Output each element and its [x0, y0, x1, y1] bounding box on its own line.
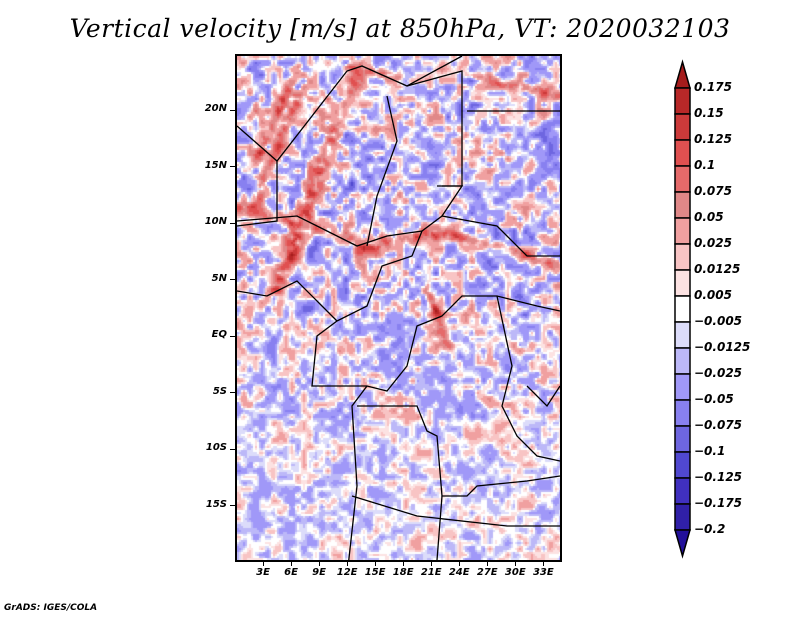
colorbar-label: −0.0125	[694, 340, 751, 354]
x-tick	[514, 562, 516, 566]
x-tick	[318, 562, 320, 566]
colorbar-swatch	[674, 477, 691, 505]
boundary-line	[237, 161, 278, 227]
y-tick-label: 5N	[211, 272, 227, 284]
y-tick-label: 5S	[212, 385, 227, 397]
map-plot-area	[235, 54, 562, 562]
boundary-line	[336, 230, 423, 322]
x-tick-label: 27E	[476, 567, 498, 578]
y-tick-label: 10S	[205, 442, 227, 454]
x-tick	[290, 562, 292, 566]
x-tick-label: 9E	[312, 567, 326, 578]
colorbar-swatch	[674, 347, 691, 375]
colorbar-label: 0.05	[694, 210, 724, 224]
colorbar-label: −0.125	[694, 470, 743, 484]
colorbar-label: 0.0125	[694, 262, 741, 276]
boundary-line	[348, 385, 368, 560]
y-tick-label: 15S	[205, 498, 227, 510]
x-tick	[542, 562, 544, 566]
colorbar-swatch	[674, 139, 691, 167]
colorbar-swatch	[674, 451, 691, 479]
colorbar-swatch	[674, 295, 691, 323]
colorbar-swatch	[674, 165, 691, 193]
colorbar-swatch	[674, 503, 691, 531]
colorbar-label: 0.15	[694, 106, 724, 120]
colorbar-label: 0.125	[694, 132, 732, 146]
y-tick	[230, 109, 235, 111]
boundary-line	[526, 385, 560, 408]
colorbar-label: 0.025	[694, 236, 732, 250]
colorbar-swatch	[674, 425, 691, 453]
x-tick	[430, 562, 432, 566]
y-tick	[230, 392, 235, 394]
colorbar-swatch	[674, 373, 691, 401]
colorbar-label: −0.2	[694, 522, 726, 536]
boundary-line	[237, 56, 463, 162]
boundary-line	[351, 495, 560, 527]
country-boundaries	[237, 56, 560, 560]
colorbar-swatch	[674, 217, 691, 245]
velocity-field	[237, 56, 560, 560]
x-tick-label: 18E	[392, 567, 414, 578]
y-tick	[230, 448, 235, 450]
boundary-line	[237, 185, 464, 247]
colorbar-arrow-max	[674, 59, 691, 89]
colorbar-label: −0.075	[694, 418, 743, 432]
colorbar-swatch	[674, 191, 691, 219]
x-tick-label: 21E	[420, 567, 442, 578]
boundary-line	[366, 95, 398, 247]
x-tick	[262, 562, 264, 566]
colorbar-label: −0.175	[694, 496, 743, 510]
colorbar	[660, 55, 700, 569]
colorbar-arrow-min	[674, 529, 691, 559]
boundary-line	[311, 295, 560, 392]
x-tick-label: 30E	[504, 567, 526, 578]
x-tick	[458, 562, 460, 566]
colorbar-swatches	[674, 59, 691, 559]
colorbar-swatch	[674, 321, 691, 349]
y-tick	[230, 166, 235, 168]
colorbar-label: −0.05	[694, 392, 734, 406]
x-tick-label: 6E	[284, 567, 298, 578]
x-tick	[402, 562, 404, 566]
boundary-line	[436, 495, 443, 560]
x-tick-label: 33E	[532, 567, 554, 578]
x-tick	[486, 562, 488, 566]
y-tick	[230, 505, 235, 507]
y-tick-label: 10N	[204, 216, 227, 228]
colorbar-label: 0.175	[694, 80, 732, 94]
boundary-line	[237, 280, 338, 322]
colorbar-label: −0.025	[694, 366, 743, 380]
y-tick-label: 15N	[204, 159, 227, 171]
colorbar-swatch	[674, 243, 691, 271]
x-tick	[374, 562, 376, 566]
y-tick-label: EQ	[211, 329, 227, 341]
y-tick	[230, 335, 235, 337]
colorbar-swatch	[674, 113, 691, 141]
colorbar-label: −0.1	[694, 444, 726, 458]
colorbar-swatch	[674, 399, 691, 427]
colorbar-label: 0.005	[694, 288, 732, 302]
colorbar-swatch	[674, 269, 691, 297]
colorbar-label: −0.005	[694, 314, 743, 328]
y-tick	[230, 222, 235, 224]
boundary-line	[441, 215, 560, 257]
boundary-line	[406, 70, 463, 187]
x-tick-label: 15E	[364, 567, 386, 578]
x-tick	[346, 562, 348, 566]
boundary-line	[496, 295, 560, 462]
x-tick-label: 12E	[336, 567, 358, 578]
y-tick	[230, 279, 235, 281]
boundary-line	[357, 405, 560, 497]
chart-title: Vertical velocity [m/s] at 850hPa, VT: 2…	[69, 14, 731, 43]
colorbar-label: 0.075	[694, 184, 732, 198]
x-tick-label: 24E	[448, 567, 470, 578]
footer-credit: GrADS: IGES/COLA	[4, 603, 98, 613]
colorbar-swatch	[674, 87, 691, 115]
y-tick-label: 20N	[204, 103, 227, 115]
colorbar-label: 0.1	[694, 158, 716, 172]
x-tick-label: 3E	[256, 567, 270, 578]
